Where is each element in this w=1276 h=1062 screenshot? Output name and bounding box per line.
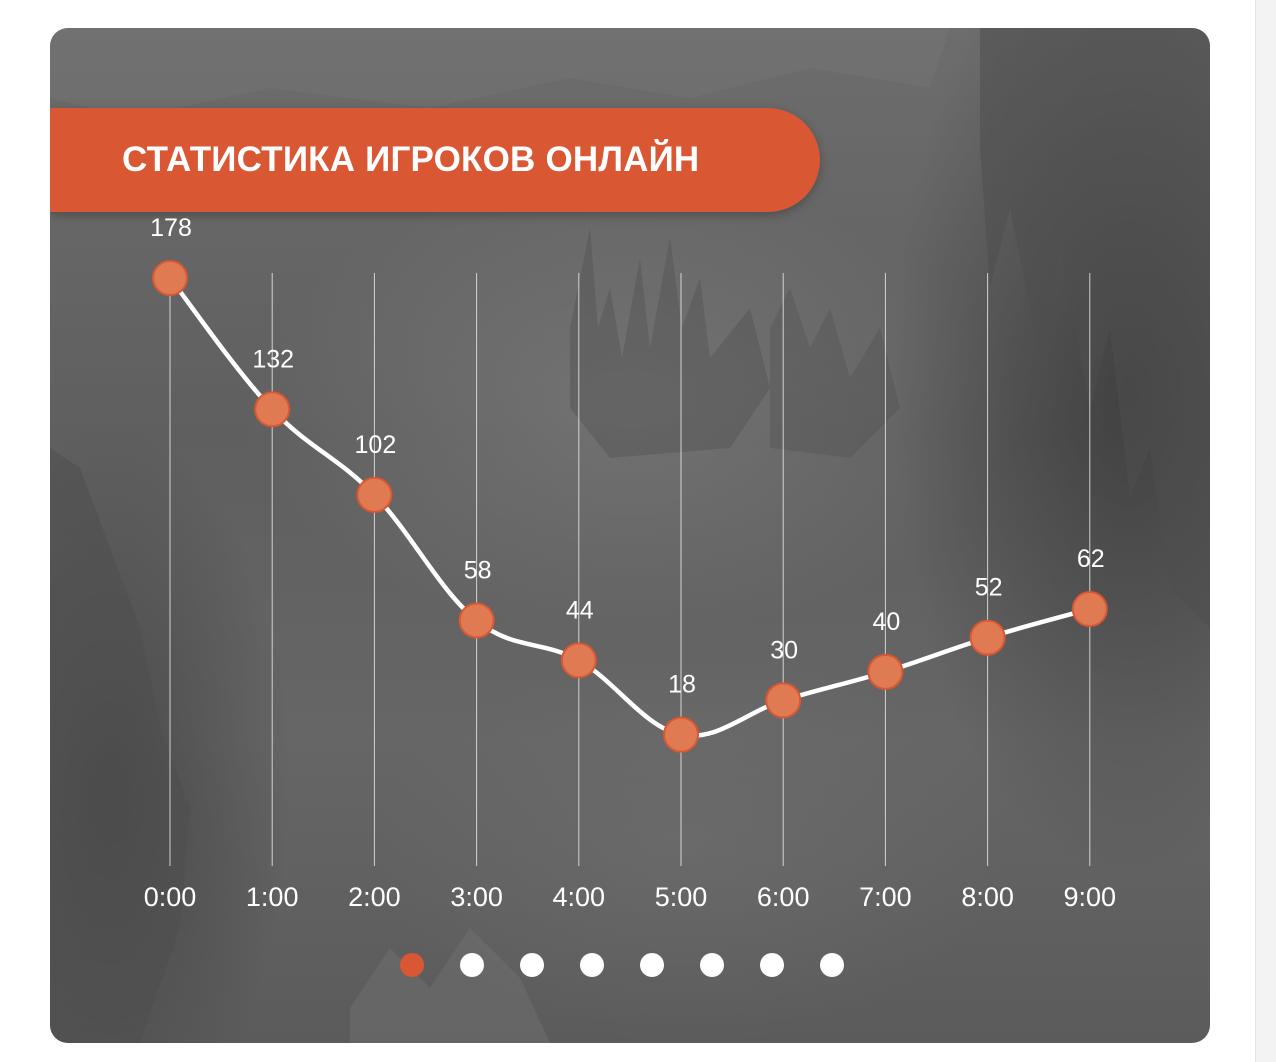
- x-tick-label-7:00: 7:00: [859, 882, 912, 912]
- data-point-2:00[interactable]: [356, 476, 393, 513]
- x-tick-label-3:00: 3:00: [450, 882, 503, 912]
- data-point-5:00[interactable]: [663, 716, 699, 753]
- title-banner: СТАТИСТИКА ИГРОКОВ ОНЛАЙН: [50, 108, 820, 212]
- pagination-dot-7[interactable]: [760, 953, 784, 977]
- data-point-0:00[interactable]: [152, 260, 188, 296]
- data-point-8:00[interactable]: [969, 619, 1006, 656]
- data-point-9:00[interactable]: [1071, 591, 1108, 628]
- series-line: [167, 275, 1093, 738]
- background-scenery: [50, 28, 1210, 1043]
- x-tick-label-1:00: 1:00: [246, 882, 299, 912]
- data-label-1:00: 132: [252, 345, 294, 373]
- data-label-3:00: 58: [464, 556, 492, 584]
- data-point-1:00[interactable]: [254, 391, 291, 428]
- data-label-5:00: 18: [668, 671, 696, 699]
- page-edge: [1255, 0, 1276, 1062]
- x-tick-label-2:00: 2:00: [348, 882, 401, 912]
- x-tick-label-6:00: 6:00: [757, 882, 810, 912]
- data-label-8:00: 52: [975, 574, 1003, 602]
- chart-title: СТАТИСТИКА ИГРОКОВ ОНЛАЙН: [122, 140, 700, 179]
- data-label-2:00: 102: [355, 431, 397, 459]
- pagination-dot-2[interactable]: [460, 953, 484, 977]
- pagination-dot-5[interactable]: [640, 953, 664, 977]
- online-players-line-chart: 178 132 102 58 44 18 30 40 52 62 0:00 1:00 2:00 3:00 4…: [144, 214, 1117, 912]
- pagination-dot-1[interactable]: [400, 953, 424, 977]
- x-tick-label-5:00: 5:00: [655, 882, 708, 912]
- data-label-4:00: 44: [566, 596, 594, 624]
- x-tick-label-0:00: 0:00: [144, 882, 197, 912]
- x-tick-label-8:00: 8:00: [961, 882, 1014, 912]
- pagination-dot-8[interactable]: [820, 953, 844, 977]
- x-tick-label-9:00: 9:00: [1064, 882, 1117, 912]
- data-label-7:00: 40: [872, 608, 900, 636]
- data-label-0:00: 178: [150, 214, 192, 242]
- stats-panel: СТАТИСТИКА ИГРОКОВ ОНЛАЙН 178 132 102 58 44 1…: [50, 28, 1210, 1043]
- pagination-dot-4[interactable]: [580, 953, 604, 977]
- pagination-dot-3[interactable]: [520, 953, 544, 977]
- data-point-4:00[interactable]: [560, 642, 597, 679]
- data-label-6:00: 30: [770, 636, 798, 664]
- x-tick-label-4:00: 4:00: [553, 882, 606, 912]
- data-point-6:00[interactable]: [765, 682, 802, 719]
- data-point-7:00[interactable]: [867, 653, 904, 690]
- data-point-3:00[interactable]: [458, 602, 495, 639]
- data-label-9:00: 62: [1077, 545, 1105, 573]
- pagination-dot-6[interactable]: [700, 953, 724, 977]
